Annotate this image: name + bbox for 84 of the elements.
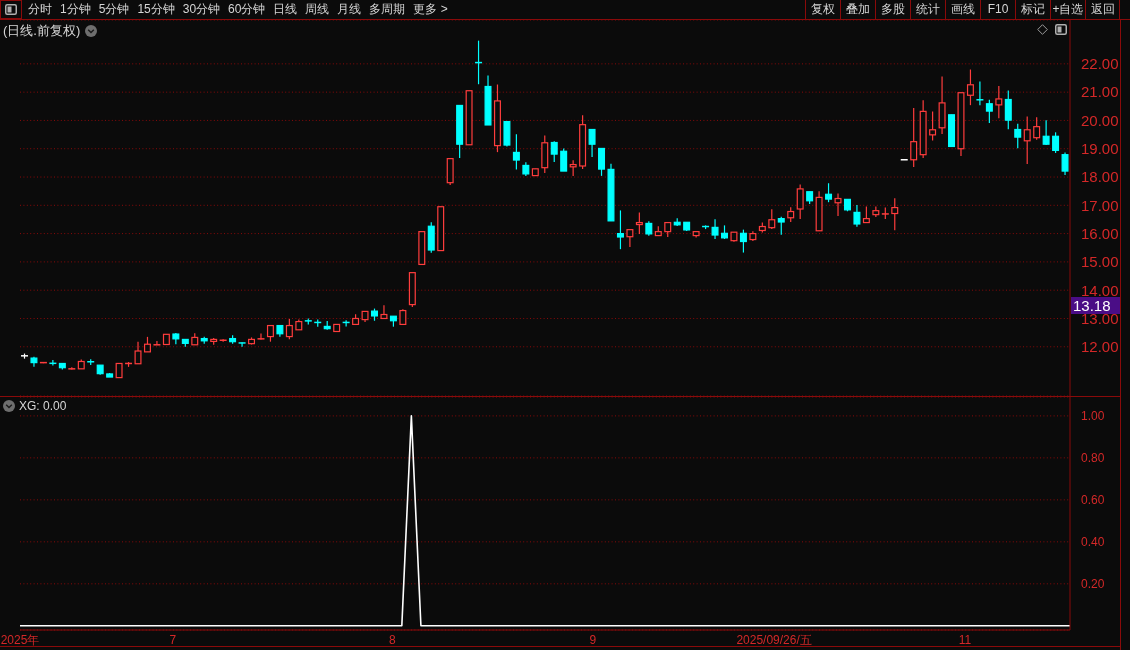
y-tick-label: 0.80	[1081, 451, 1105, 466]
text: 周线	[305, 1, 330, 18]
candlestick	[825, 182, 833, 203]
candlestick	[550, 140, 558, 163]
candlestick	[285, 318, 293, 340]
text: +自选	[1050, 0, 1085, 19]
text: 多周期	[369, 1, 406, 18]
y-tick-label: 0.60	[1081, 493, 1105, 508]
y-tick-label: 21.00	[1081, 83, 1119, 101]
candlestick	[380, 304, 388, 320]
text: 统计	[910, 0, 945, 19]
candlestick	[891, 197, 899, 231]
candlestick	[1052, 131, 1060, 154]
candlestick	[512, 133, 520, 170]
y-tick-label: 12.00	[1081, 338, 1119, 356]
candlestick	[569, 159, 577, 177]
candlestick	[1023, 115, 1031, 165]
x-tick-label: 8	[388, 633, 396, 647]
candlestick	[834, 192, 842, 217]
x-tick-label: 2025/09/26/五	[736, 633, 812, 647]
candlestick	[1061, 151, 1069, 176]
text: F10	[980, 0, 1015, 19]
x-tick-label: 2025年	[0, 633, 40, 647]
x-tick-label: 7	[169, 633, 177, 647]
text: 15分钟	[137, 1, 175, 18]
text: 13.18	[1071, 297, 1120, 314]
text: 分时	[28, 1, 52, 18]
y-tick-label: 20.00	[1081, 111, 1119, 129]
chart-title: (日线.前复权)	[3, 22, 81, 40]
y-tick-label: 14.00	[1081, 281, 1119, 299]
candlestick	[1014, 123, 1022, 149]
text: 复权	[805, 0, 840, 19]
candlestick	[910, 107, 918, 168]
candlestick	[796, 183, 804, 220]
candlestick	[134, 341, 142, 365]
text: 月线	[337, 1, 362, 18]
y-tick-label: 22.00	[1081, 55, 1119, 73]
candlestick	[427, 221, 435, 254]
candlestick	[237, 341, 247, 348]
y-tick-label: 0.20	[1081, 577, 1105, 592]
text: 日线	[273, 1, 298, 18]
candlestick	[626, 229, 634, 248]
candlestick	[503, 120, 511, 148]
text: 60分钟	[228, 1, 266, 18]
candlestick	[872, 205, 880, 218]
candlestick	[598, 147, 606, 177]
text: 1分钟	[60, 1, 91, 18]
y-tick-label: 15.00	[1081, 253, 1119, 271]
candlestick	[560, 147, 568, 172]
y-tick-label: 16.00	[1081, 224, 1119, 242]
candlestick	[966, 68, 974, 106]
y-tick-label: 1.00	[1081, 409, 1105, 424]
candlestick	[853, 204, 861, 228]
candlestick	[616, 209, 624, 250]
y-tick-label: 19.00	[1081, 140, 1119, 158]
text: 多股	[875, 0, 910, 19]
text: 5分钟	[98, 1, 130, 18]
y-tick-label: 0.40	[1081, 535, 1105, 550]
candlestick	[256, 332, 266, 341]
candlestick	[1042, 119, 1050, 146]
text: 画线	[945, 0, 980, 19]
y-tick-label: 17.00	[1081, 196, 1119, 214]
y-tick-label: 18.00	[1081, 168, 1119, 186]
candlestick	[985, 99, 993, 124]
candlestick	[777, 216, 785, 236]
text: 返回	[1085, 0, 1120, 19]
candlestick	[1004, 89, 1012, 130]
candlestick	[588, 128, 596, 158]
candlestick	[975, 80, 985, 106]
candlestick	[995, 85, 1003, 119]
candlestick	[929, 110, 937, 142]
candlestick	[768, 208, 776, 230]
text: 更多 >	[413, 1, 448, 18]
text: 标记	[1015, 0, 1050, 19]
x-tick-label: 9	[589, 633, 597, 647]
text: 叠加	[840, 0, 875, 19]
candlestick	[152, 340, 162, 346]
candlestick	[739, 229, 747, 254]
x-tick-label: 11	[958, 633, 972, 647]
chart-title: XG: 0.00	[19, 399, 67, 413]
candlestick	[711, 218, 719, 240]
candlestick	[635, 211, 643, 235]
text: 30分钟	[182, 1, 221, 18]
candlestick	[1033, 116, 1041, 141]
